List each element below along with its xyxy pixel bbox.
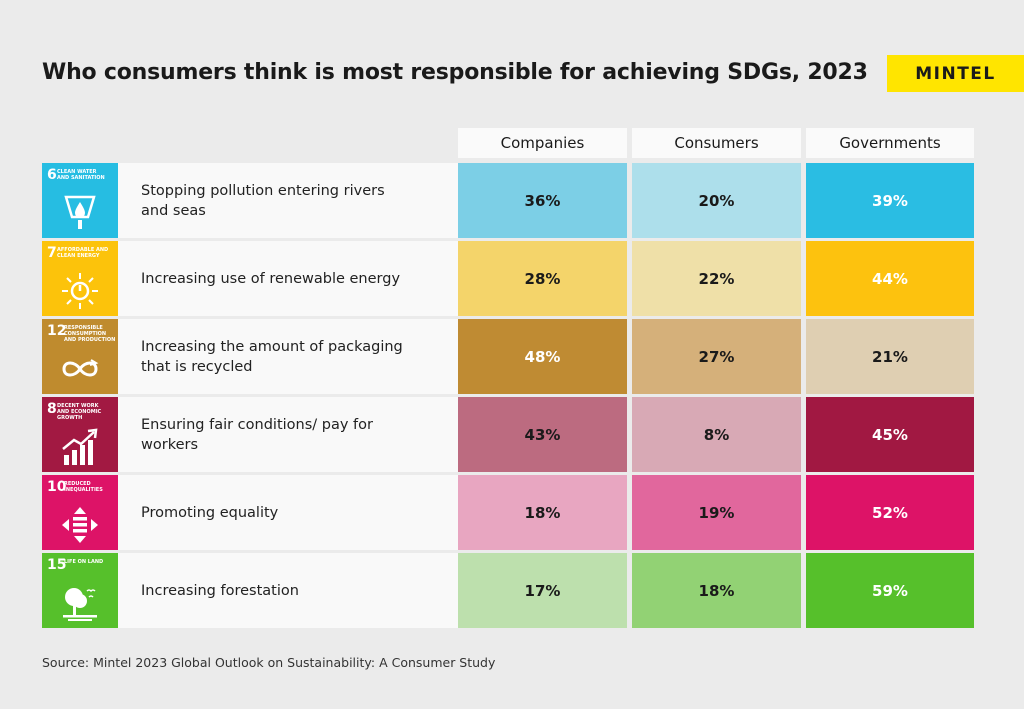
value-cell-companies: 43%	[458, 397, 627, 472]
value-cell-consumers: 8%	[632, 397, 801, 472]
row-label-text: Increasing forestation	[141, 582, 299, 599]
sdg-goal-tile: 6 Clean water and sanitation	[42, 163, 118, 238]
value-cell-consumers: 22%	[632, 241, 801, 316]
row-label-text: Increasing the amount of packaging that …	[141, 338, 403, 375]
sdg-goal-tile: 8 Decent work and economic growth	[42, 397, 118, 472]
value-cell-consumers: 27%	[632, 319, 801, 394]
sdg-goal-name: Clean water and sanitation	[57, 169, 105, 181]
row-label-text: Increasing use of renewable energy	[141, 270, 401, 287]
value-cell-consumers: 18%	[632, 553, 801, 628]
row-label-text: Ensuring fair conditions/ pay for worker…	[141, 416, 373, 453]
sdg-goal-name: Decent work and economic growth	[57, 403, 102, 421]
sdg-goal-number: 15	[47, 557, 67, 573]
sdg-goal-number: 8	[47, 401, 57, 417]
row-label: Increasing the amount of packaging that …	[118, 319, 496, 394]
column-header-governments: Governments	[806, 128, 974, 158]
value-cell-companies: 48%	[458, 319, 627, 394]
value-cell-governments: 52%	[806, 475, 974, 550]
value-cell-governments: 21%	[806, 319, 974, 394]
chart-title: Who consumers think is most responsible …	[42, 60, 868, 85]
value-cell-companies: 36%	[458, 163, 627, 238]
sdg-goal-name: Reduced inequalities	[64, 481, 103, 493]
value-cell-companies: 17%	[458, 553, 627, 628]
value-cell-governments: 44%	[806, 241, 974, 316]
sdg-goal-tile: 7 Affordable and clean energy	[42, 241, 118, 316]
sdg-goal-name: Responsible consumption and production	[64, 325, 116, 343]
row-label: Increasing use of renewable energy	[118, 241, 496, 316]
sdg-goal-name: Affordable and clean energy	[57, 247, 109, 259]
brand-logo: MINTEL	[887, 55, 1024, 92]
sdg-goal-tile: 10 Reduced inequalities	[42, 475, 118, 550]
sdg-goal-tile: 12 Responsible consumption and production	[42, 319, 118, 394]
sdg-goal-number: 6	[47, 167, 57, 183]
column-header-consumers: Consumers	[632, 128, 801, 158]
sdg-goal-name: Life on land	[64, 559, 104, 565]
sdg-goal-number: 12	[47, 323, 67, 339]
value-cell-governments: 39%	[806, 163, 974, 238]
row-label: Promoting equality	[118, 475, 496, 550]
sdg-goal-tile: 15 Life on land	[42, 553, 118, 628]
row-label: Increasing forestation	[118, 553, 496, 628]
source-note: Source: Mintel 2023 Global Outlook on Su…	[42, 655, 496, 670]
row-label-text: Promoting equality	[141, 504, 279, 521]
row-label: Ensuring fair conditions/ pay for worker…	[118, 397, 496, 472]
column-header-companies: Companies	[458, 128, 627, 158]
sdg-goal-number: 7	[47, 245, 57, 261]
value-cell-consumers: 20%	[632, 163, 801, 238]
value-cell-companies: 28%	[458, 241, 627, 316]
value-cell-consumers: 19%	[632, 475, 801, 550]
value-cell-companies: 18%	[458, 475, 627, 550]
value-cell-governments: 45%	[806, 397, 974, 472]
value-cell-governments: 59%	[806, 553, 974, 628]
sdg-goal-number: 10	[47, 479, 67, 495]
row-label-text: Stopping pollution entering rivers and s…	[141, 182, 385, 219]
row-label: Stopping pollution entering rivers and s…	[118, 163, 496, 238]
